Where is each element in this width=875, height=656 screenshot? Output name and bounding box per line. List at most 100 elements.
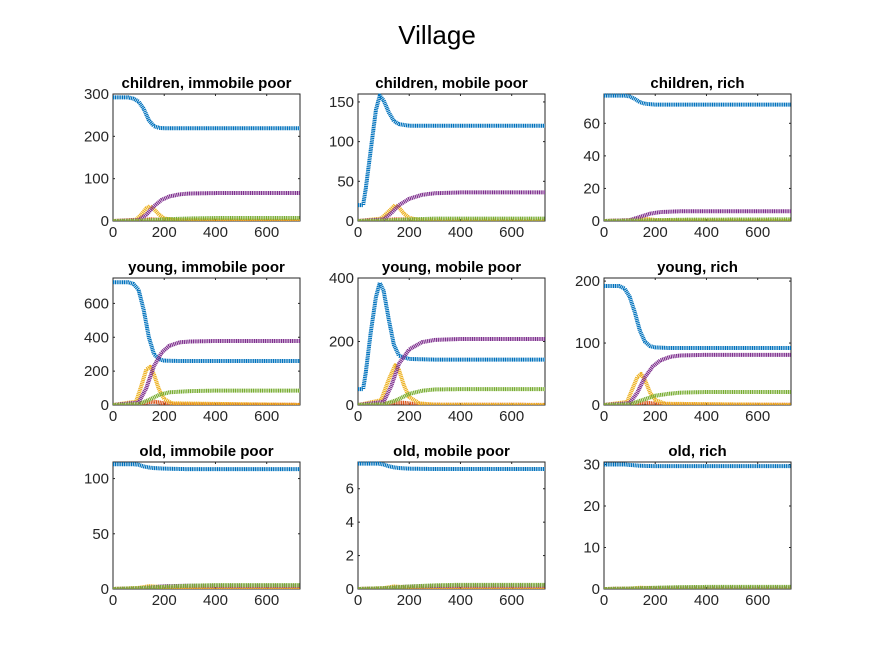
x-tick-label: 400 bbox=[203, 408, 228, 425]
y-tick-label: 50 bbox=[92, 526, 109, 543]
x-tick-label: 200 bbox=[152, 408, 177, 425]
subplot-6: 0 200 400 600 0 100 200 young, rich bbox=[575, 259, 792, 425]
x-tick-label: 600 bbox=[254, 592, 279, 609]
x-tick-label: 200 bbox=[397, 224, 422, 241]
series-line-4 bbox=[358, 190, 545, 221]
y-tick-label: 0 bbox=[346, 581, 354, 598]
series-line-5 bbox=[604, 217, 791, 221]
plot-area bbox=[357, 461, 546, 590]
plot-area bbox=[357, 93, 546, 222]
series-line-3 bbox=[358, 363, 545, 405]
x-tick-label: 200 bbox=[152, 224, 177, 241]
y-tick-label: 6 bbox=[346, 481, 354, 498]
x-tick-label: 600 bbox=[499, 592, 524, 609]
plot-area bbox=[112, 93, 301, 222]
series-group bbox=[358, 461, 545, 589]
x-tick-label: 0 bbox=[600, 224, 608, 241]
plot-area bbox=[603, 277, 792, 406]
series-group bbox=[604, 93, 791, 221]
series-line-5 bbox=[358, 216, 545, 221]
series-line-1 bbox=[604, 284, 791, 350]
x-tick-label: 0 bbox=[109, 408, 117, 425]
y-tick-label: 600 bbox=[84, 295, 109, 312]
y-tick-label: 300 bbox=[84, 86, 109, 103]
x-tick-label: 200 bbox=[643, 408, 668, 425]
subplot-title: children, mobile poor bbox=[375, 75, 528, 92]
x-tick-label: 400 bbox=[203, 592, 228, 609]
y-tick-label: 150 bbox=[329, 94, 354, 111]
series-line-5 bbox=[358, 387, 545, 405]
plot-area bbox=[112, 461, 301, 590]
series-line-5 bbox=[113, 583, 300, 589]
y-tick-label: 30 bbox=[583, 456, 600, 473]
subplot-title: young, immobile poor bbox=[128, 259, 285, 276]
y-tick-label: 100 bbox=[575, 335, 600, 352]
subplot-title: old, mobile poor bbox=[393, 443, 510, 460]
series-group bbox=[113, 462, 300, 589]
y-tick-label: 0 bbox=[592, 397, 600, 414]
y-tick-label: 20 bbox=[583, 180, 600, 197]
subplot-title: young, mobile poor bbox=[382, 259, 521, 276]
series-line-1 bbox=[113, 95, 300, 131]
y-tick-label: 100 bbox=[329, 134, 354, 151]
subplot-title: children, immobile poor bbox=[121, 75, 291, 92]
x-tick-label: 0 bbox=[354, 224, 362, 241]
series-line-5 bbox=[113, 388, 300, 405]
y-tick-label: 50 bbox=[337, 173, 354, 190]
subplot-1: 0 200 400 600 0 100 200 300 children, immobile p… bbox=[84, 75, 301, 241]
figure-title: Village bbox=[398, 20, 476, 50]
plot-area bbox=[603, 93, 792, 222]
series-line-4 bbox=[358, 336, 545, 405]
y-tick-label: 40 bbox=[583, 148, 600, 165]
y-tick-label: 2 bbox=[346, 548, 354, 565]
subplot-title: children, rich bbox=[650, 75, 744, 92]
y-tick-label: 100 bbox=[84, 171, 109, 188]
y-tick-label: 60 bbox=[583, 115, 600, 132]
subplot-title: old, immobile poor bbox=[139, 443, 273, 460]
series-line-1 bbox=[113, 280, 300, 363]
y-tick-label: 0 bbox=[101, 397, 109, 414]
series-group bbox=[604, 462, 791, 589]
x-tick-label: 400 bbox=[694, 592, 719, 609]
series-line-1 bbox=[113, 462, 300, 472]
x-tick-label: 200 bbox=[152, 592, 177, 609]
x-tick-label: 0 bbox=[109, 592, 117, 609]
y-tick-label: 0 bbox=[592, 581, 600, 598]
series-line-5 bbox=[113, 216, 300, 221]
x-tick-label: 400 bbox=[448, 224, 473, 241]
x-tick-label: 0 bbox=[354, 592, 362, 609]
subplot-3: 0 200 400 600 0 20 40 60 children, rich bbox=[583, 75, 792, 241]
y-tick-label: 400 bbox=[329, 270, 354, 287]
x-tick-label: 600 bbox=[745, 592, 770, 609]
y-tick-label: 200 bbox=[84, 128, 109, 145]
series-group bbox=[358, 93, 545, 221]
series-line-1 bbox=[604, 93, 791, 107]
y-tick-label: 20 bbox=[583, 498, 600, 515]
series-line-1 bbox=[604, 462, 791, 469]
x-tick-label: 0 bbox=[600, 592, 608, 609]
subplot-8: 0 200 400 600 0 2 4 6 old, mobile poor bbox=[346, 443, 546, 609]
subplot-7: 0 200 400 600 0 50 100 old, immobile poor bbox=[84, 443, 301, 609]
series-line-1 bbox=[358, 280, 545, 392]
y-tick-label: 400 bbox=[84, 329, 109, 346]
subplot-5: 0 200 400 600 0 200 400 young, mobile poor bbox=[329, 259, 546, 425]
series-line-4 bbox=[113, 338, 300, 405]
y-tick-label: 0 bbox=[101, 581, 109, 598]
x-tick-label: 0 bbox=[354, 408, 362, 425]
series-group bbox=[113, 280, 300, 405]
y-tick-label: 200 bbox=[575, 273, 600, 290]
x-tick-label: 200 bbox=[397, 592, 422, 609]
x-tick-label: 600 bbox=[254, 224, 279, 241]
y-tick-label: 200 bbox=[84, 363, 109, 380]
x-tick-label: 400 bbox=[448, 592, 473, 609]
series-line-5 bbox=[358, 582, 545, 589]
y-tick-label: 0 bbox=[346, 397, 354, 414]
y-tick-label: 0 bbox=[592, 213, 600, 230]
x-tick-label: 200 bbox=[643, 224, 668, 241]
x-tick-label: 400 bbox=[694, 224, 719, 241]
x-tick-label: 600 bbox=[745, 408, 770, 425]
y-tick-label: 100 bbox=[84, 471, 109, 488]
series-line-4 bbox=[604, 352, 791, 405]
series-line-5 bbox=[604, 584, 791, 589]
